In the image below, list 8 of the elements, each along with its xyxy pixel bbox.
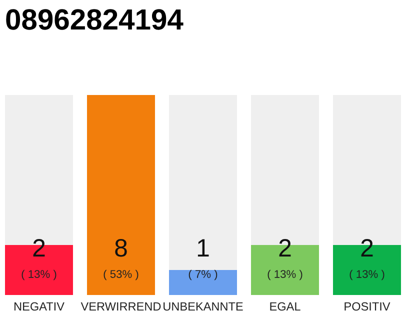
x-tick-label: EGAL: [270, 302, 300, 311]
x-tick-label: POSITIV: [344, 302, 390, 311]
data-label: 8 ( 53% ): [104, 239, 138, 280]
x-tick-label: NEGATIV: [14, 302, 64, 311]
chart-title: 08962824194: [6, 9, 184, 30]
data-label: 1 ( 7% ): [188, 239, 218, 280]
x-tick-label: UNBEKANNTE: [164, 302, 243, 311]
x-tick-label: VERWIRREND: [80, 302, 161, 310]
